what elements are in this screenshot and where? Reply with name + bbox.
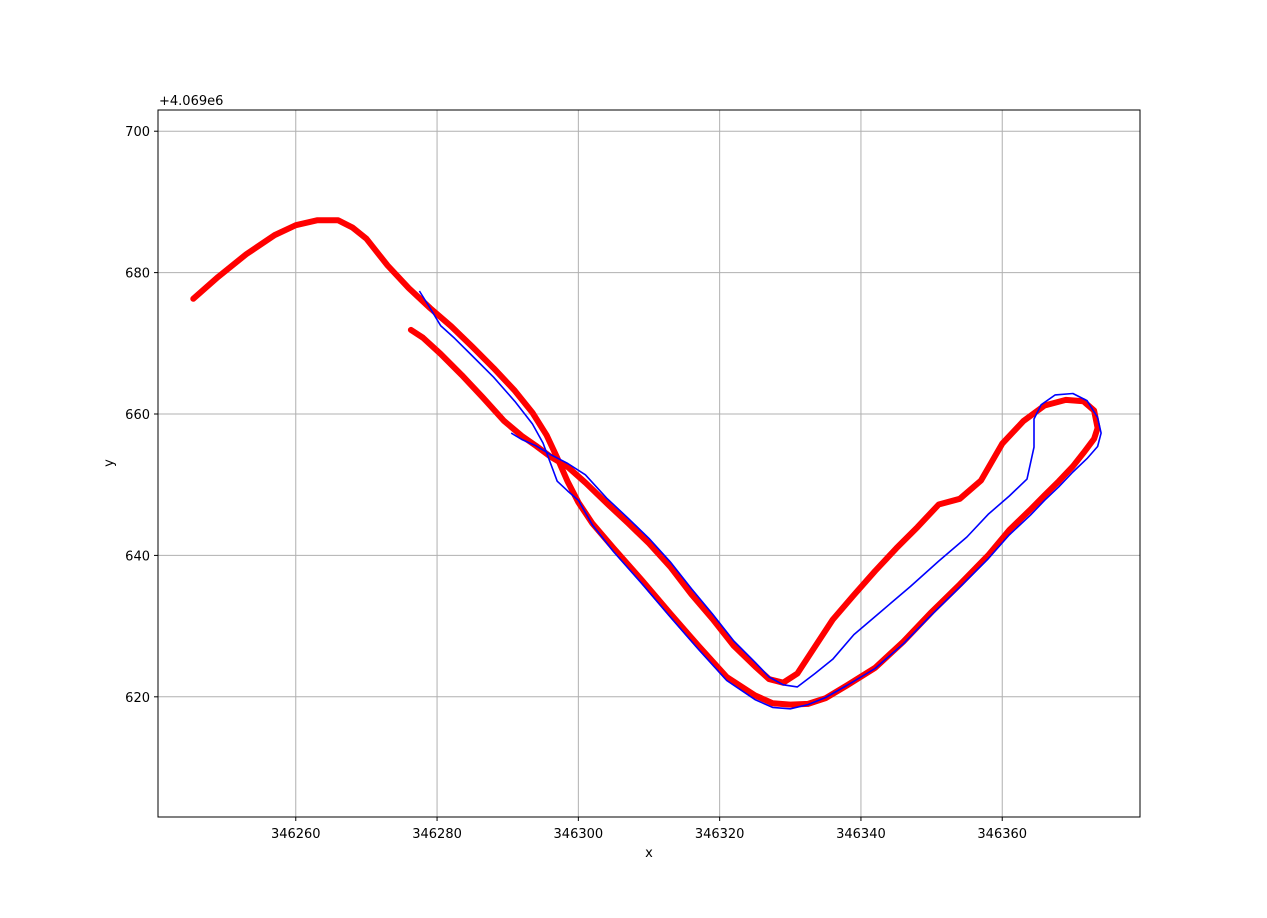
y-tick-label: 620: [125, 691, 150, 706]
x-tick-label: 346300: [554, 827, 604, 842]
x-tick-label: 346280: [412, 827, 462, 842]
axes-frame: [157, 109, 1141, 818]
series-layer: [190, 217, 1102, 710]
x-tick-label: 346360: [977, 827, 1027, 842]
y-tick-label: 700: [125, 125, 150, 140]
y-tick-label: 680: [125, 267, 150, 282]
x-axis-label: x: [645, 846, 653, 861]
grid-lines: [158, 110, 1140, 817]
x-tick-label: 346260: [271, 827, 321, 842]
y-tick-label: 660: [125, 408, 150, 423]
series-0-line: [190, 217, 1101, 708]
y-axis-ticks: 620 640 660 680 700: [125, 125, 158, 706]
series-1-line: [418, 290, 1102, 710]
x-tick-label: 346340: [836, 827, 886, 842]
y-tick-label: 640: [125, 549, 150, 564]
x-tick-label: 346320: [695, 827, 745, 842]
y-axis-label: y: [102, 459, 117, 467]
y-offset-label: +4.069e6: [159, 94, 223, 109]
x-axis-ticks: 346260 346280 346300 346320 346340 346360: [271, 817, 1027, 842]
plot-area: [190, 217, 1102, 710]
